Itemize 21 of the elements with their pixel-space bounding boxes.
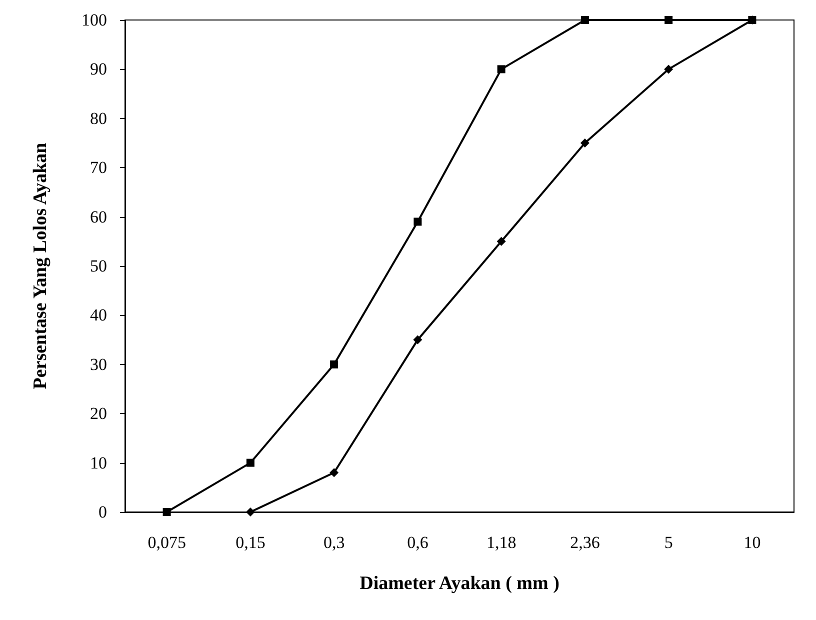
x-tick-label: 5 (664, 533, 673, 552)
y-tick-label: 80 (90, 108, 107, 128)
y-tick-label: 60 (90, 207, 107, 226)
y-tick-label: 0 (98, 502, 107, 522)
y-tick-label: 10 (90, 453, 107, 472)
x-tick-label: 10 (744, 533, 761, 552)
x-axis-title: Diameter Ayakan ( mm ) (360, 573, 560, 594)
y-tick-label: 50 (90, 256, 107, 276)
y-tick-label: 70 (90, 158, 107, 178)
y-tick-label: 40 (90, 306, 107, 325)
y-tick-label: 90 (90, 60, 107, 79)
y-tick-label: 20 (90, 404, 107, 424)
y-axis-title: Persentase Yang Lolos Ayakan (30, 142, 51, 390)
x-tick-label: 1,18 (486, 533, 516, 552)
x-tick-label: 0,6 (407, 533, 428, 552)
y-tick-label: 100 (82, 10, 107, 30)
y-tick-label: 30 (90, 354, 107, 374)
x-tick-label: 0,3 (323, 533, 345, 552)
x-tick-label: 0,075 (148, 533, 186, 552)
x-tick-label: 2,36 (570, 533, 600, 552)
x-tick-label: 0,15 (236, 533, 266, 552)
